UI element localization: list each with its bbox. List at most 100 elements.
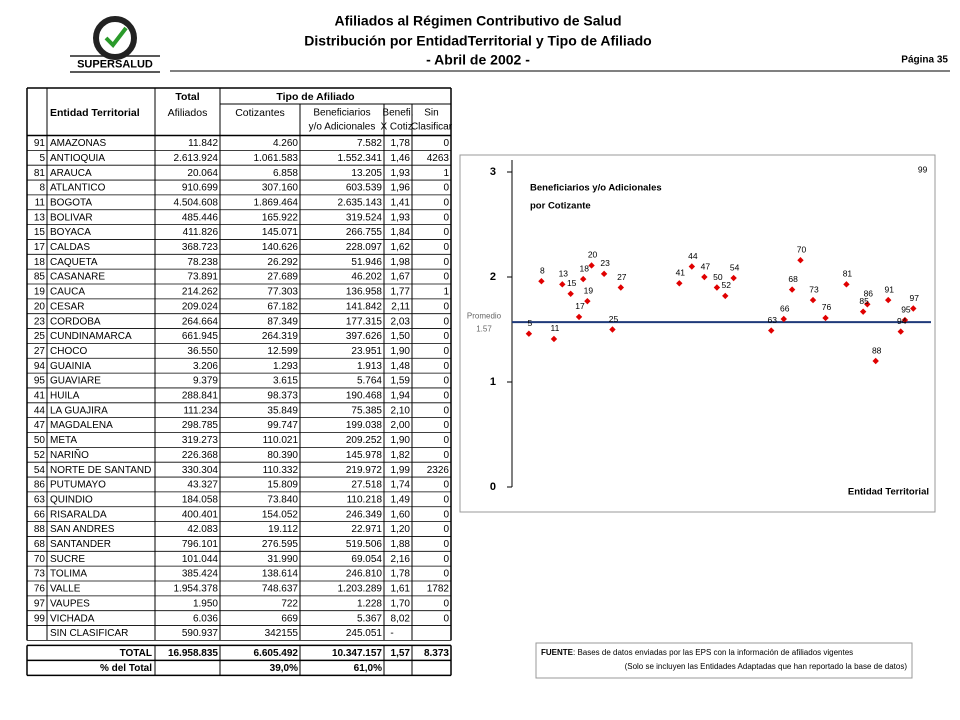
- point-label: 95: [901, 304, 911, 314]
- table-cell: 10.347.157: [332, 648, 382, 659]
- table-cell: 1.954.378: [174, 584, 219, 595]
- table-cell: 68: [34, 539, 46, 550]
- point: [809, 296, 817, 304]
- point: [872, 357, 879, 365]
- table-cell: 41: [34, 391, 46, 402]
- table-cell: 81: [34, 168, 46, 179]
- table-cell: 0: [443, 361, 449, 372]
- point-label: 91: [884, 284, 894, 294]
- point: [730, 274, 737, 282]
- point-label: 15: [567, 278, 577, 288]
- mean-label: Promedio: [467, 311, 502, 320]
- table-cell: 245.051: [346, 628, 383, 639]
- table-cell: 26.292: [267, 257, 298, 268]
- table-cell: 0: [443, 420, 449, 431]
- table-cell: 9.379: [193, 376, 218, 387]
- table-cell: 0: [443, 598, 449, 609]
- y-tick-label: 3: [490, 166, 496, 178]
- table-cell: 5.764: [357, 376, 382, 387]
- table-cell: 0: [443, 405, 449, 416]
- table-cell: 2,10: [391, 405, 411, 416]
- table-cell: 2.613.924: [174, 153, 219, 164]
- table-cell: 51.946: [351, 257, 382, 268]
- table-cell: 15.809: [267, 480, 298, 491]
- table-cell: 226.368: [182, 450, 219, 461]
- point-label: 25: [609, 314, 619, 324]
- table-cell: 0: [443, 554, 449, 565]
- table-cell: 145.978: [346, 450, 383, 461]
- table-cell: 73.840: [267, 494, 298, 505]
- table-cell: 1,88: [391, 539, 411, 550]
- point: [701, 273, 708, 281]
- table-cell: 43.327: [187, 480, 218, 491]
- table-cell: BOLIVAR: [50, 212, 93, 223]
- table-cell: MAGDALENA: [50, 420, 113, 431]
- table-cell: 7.582: [357, 138, 382, 149]
- table-cell: 6.036: [193, 613, 218, 624]
- chart-frame: [459, 154, 936, 513]
- table-cell: 101.044: [182, 554, 219, 565]
- point: [768, 327, 775, 334]
- table-cell: 0: [443, 183, 449, 194]
- table-cell: 36.550: [187, 346, 218, 357]
- table-cell: CALDAS: [50, 242, 90, 253]
- table-cell: 99: [34, 613, 46, 624]
- table-cell: BOGOTA: [50, 197, 92, 208]
- table-cell: 73.891: [187, 272, 218, 283]
- table-cell: 1,49: [391, 494, 411, 505]
- point: [780, 315, 787, 323]
- table-cell: -: [390, 628, 393, 639]
- table-cell: 1.869.464: [254, 197, 299, 208]
- table-cell: 1.293: [273, 361, 298, 372]
- table-cell: % del Total: [100, 663, 152, 674]
- point-label: 52: [722, 280, 732, 290]
- table-cell: 22.971: [351, 524, 382, 535]
- table-cell: VALLE: [50, 584, 81, 595]
- point: [538, 278, 545, 285]
- footnote-text: : Bases de datos enviadas por las EPS co…: [573, 648, 853, 657]
- point: [609, 326, 616, 333]
- point-label: 5: [528, 318, 533, 328]
- table-cell: 1.203.289: [338, 584, 383, 595]
- table-cell: 75.385: [351, 405, 382, 416]
- table-cell: CESAR: [50, 301, 84, 312]
- table-cell: 603.539: [346, 183, 383, 194]
- table-cell: Beneficiarios: [313, 108, 370, 119]
- table-cell: 288.841: [182, 391, 219, 402]
- table-cell: 266.755: [346, 227, 383, 238]
- table-cell: 27: [34, 346, 46, 357]
- point-label: 86: [864, 289, 874, 299]
- table-cell: 1.950: [193, 598, 218, 609]
- table-cell: 1,93: [391, 212, 411, 223]
- table-cell: 1,98: [391, 257, 411, 268]
- table-cell: 50: [34, 435, 46, 446]
- table-cell: 319.524: [346, 212, 383, 223]
- table-cell: 5: [39, 153, 45, 164]
- table-cell: 52: [34, 450, 46, 461]
- table-cell: 1: [443, 287, 449, 298]
- point: [600, 270, 608, 278]
- table-cell: 27.689: [267, 272, 298, 283]
- table-cell: 2,16: [391, 554, 411, 565]
- point-label: 63: [767, 315, 777, 325]
- table-cell: 44: [34, 405, 46, 416]
- table-cell: 69.054: [351, 554, 382, 565]
- table-cell: 0: [443, 450, 449, 461]
- table-cell: CAUCA: [50, 287, 85, 298]
- table-cell: 400.401: [182, 509, 219, 520]
- table-cell: 0: [443, 331, 449, 342]
- table-cell: 63: [34, 494, 46, 505]
- table-cell: 1,93: [391, 168, 411, 179]
- table-cell: 246.349: [346, 509, 383, 520]
- table-cell: 145.071: [262, 227, 299, 238]
- title-line: - Abril de 2002 -: [426, 52, 530, 68]
- table-cell: 184.058: [182, 494, 219, 505]
- table-cell: 3.206: [193, 361, 218, 372]
- table-cell: 5.367: [357, 613, 382, 624]
- logo-ring: [93, 16, 137, 60]
- table-cell: 0: [443, 197, 449, 208]
- table-cell: ANTIOQUIA: [50, 153, 105, 164]
- table-cell: 0: [443, 301, 449, 312]
- table-cell: 54: [34, 465, 46, 476]
- table-cell: Total: [175, 91, 199, 103]
